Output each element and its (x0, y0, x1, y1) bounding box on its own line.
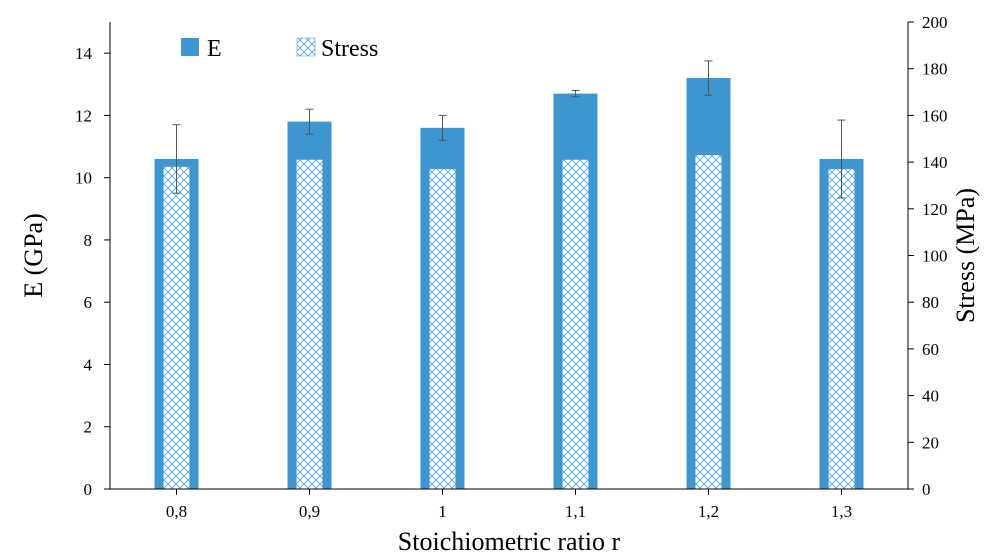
x-axis-title: Stoichiometric ratio r (398, 527, 621, 556)
y-tick-label-right-4: 80 (922, 293, 939, 312)
legend-label-stress: Stress (321, 36, 378, 62)
bar-stress-0 (163, 166, 190, 489)
y-tick-label-right-0: 0 (922, 480, 931, 499)
y-tick-label-left-4: 8 (84, 231, 93, 250)
legend-label-e: E (207, 36, 222, 62)
y-tick-label-right-9: 180 (922, 60, 948, 79)
x-tick-label-4: 1,2 (698, 502, 719, 521)
x-tick-label-5: 1,3 (831, 502, 852, 521)
y-tick-label-left-1: 2 (84, 418, 93, 437)
y-tick-label-right-1: 20 (922, 433, 939, 452)
bar-stress-3 (562, 159, 589, 489)
y-tick-label-right-3: 60 (922, 340, 939, 359)
bar-stress-2 (429, 169, 456, 490)
legend-swatch-e (181, 38, 199, 56)
y-tick-label-left-3: 6 (84, 293, 93, 312)
y-tick-label-right-10: 200 (922, 13, 948, 32)
y-tick-label-right-2: 40 (922, 387, 939, 406)
x-tick-label-2: 1 (438, 502, 447, 521)
y-tick-label-right-7: 140 (922, 153, 948, 172)
y-axis-title-left: E (GPa) (19, 213, 48, 297)
legend-swatch-stress (296, 37, 316, 57)
y-tick-label-left-6: 12 (75, 106, 92, 125)
x-tick-label-3: 1,1 (565, 502, 586, 521)
y-tick-label-right-5: 100 (922, 247, 948, 266)
y-tick-label-right-8: 160 (922, 106, 948, 125)
x-tick-label-0: 0,8 (166, 502, 187, 521)
bar-stress-4 (695, 155, 722, 489)
y-tick-label-left-5: 10 (75, 169, 92, 188)
x-tick-label-1: 0,9 (299, 502, 320, 521)
y-tick-label-right-6: 120 (922, 200, 948, 219)
y-tick-label-left-7: 14 (75, 44, 93, 63)
y-axis-title-right: Stress (MPa) (951, 188, 980, 323)
bar-stress-1 (296, 159, 323, 489)
y-tick-label-left-0: 0 (84, 480, 93, 499)
y-tick-label-left-2: 4 (84, 355, 93, 374)
bar-stress-5 (828, 169, 855, 490)
